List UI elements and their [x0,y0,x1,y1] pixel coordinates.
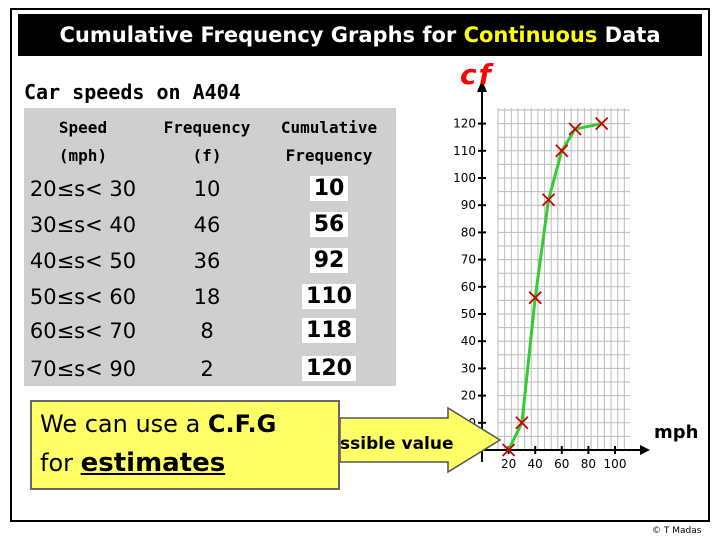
cell-speed: 20≤s< 30 [29,177,137,201]
cell-cumulative: 56 [270,208,388,242]
cell-speed: 70≤s< 90 [29,357,137,381]
arrow-shape [339,406,502,474]
x-tick-label: 40 [528,457,543,471]
data-point-marker [541,193,556,207]
y-tick-label: 120 [453,117,476,131]
cell-frequency: 2 [200,357,214,381]
y-axis-label: cf [460,58,493,91]
x-axis-arrowhead [640,445,650,455]
cell-frequency: 46 [193,213,221,237]
cf-markers [501,116,609,457]
callout-line1: We can use a C.F.G [40,410,276,438]
x-ticks: 20 40 60 80 100 [501,446,626,471]
cell-cumulative: 120 [270,352,388,386]
title-text-before: Cumulative Frequency Graphs for [59,23,464,47]
y-tick-label: 50 [461,307,476,321]
x-tick-label: 80 [581,457,596,471]
cell-frequency: 10 [193,177,221,201]
cell-frequency: 18 [193,285,221,309]
cell-cumulative-value: 118 [302,318,356,343]
slide-frame [10,8,710,522]
header-frequency: Frequency (f) [142,114,272,170]
header-speed-line1: Speed [58,118,108,137]
y-tick-label: 90 [461,198,476,212]
cell-cumulative-value: 120 [302,356,356,381]
cell-speed: 40≤s< 50 [29,249,137,273]
y-tick-label: 60 [461,280,476,294]
y-ticks: 102030405060708090100110120 [453,117,486,430]
chart-grid [497,108,630,451]
callout-cfg: C.F.G [207,410,277,438]
data-point-marker [528,291,542,305]
y-tick-label: 40 [461,334,476,348]
x-tick-label: 100 [604,457,627,471]
header-speed: Speed (mph) [24,114,142,170]
cell-frequency: 8 [200,319,214,343]
estimate-callout: We can use a C.F.G for estimates [30,400,340,490]
cell-cumulative: 92 [270,244,388,278]
x-axis-label: mph [654,422,699,443]
cell-cumulative-value: 56 [309,212,349,237]
callout-line2: for estimates [40,448,225,478]
data-point-marker [595,116,609,131]
y-tick-label: 20 [461,389,476,403]
callout-estimates: estimates [80,448,226,478]
y-tick-label: 110 [453,144,476,158]
y-tick-label: 30 [461,361,476,375]
arrow-text: ssible value [340,434,454,454]
header-cumulative: Cumulative Frequency [270,114,388,170]
frequency-table: Speed (mph) Frequency (f) Cumulative Fre… [24,108,396,386]
cell-frequency: 36 [193,249,221,273]
data-point-marker [501,443,516,457]
y-axis-arrowhead [477,80,487,92]
x-tick-label: 20 [501,457,516,471]
header-cumulative-line1: Cumulative [280,118,378,137]
callout-line2-text: for [40,449,81,477]
cell-cumulative: 118 [270,314,388,348]
data-point-marker [555,144,569,158]
cell-cumulative-value: 92 [309,248,349,273]
cell-cumulative-value: 10 [309,176,349,201]
cell-speed: 60≤s< 70 [29,319,137,343]
header-speed-line2: (mph) [58,146,108,165]
header-frequency-line2: (f) [192,146,222,165]
y-tick-label: 100 [453,171,476,185]
credit: © T Madas [652,526,702,536]
data-point-marker [568,122,582,136]
cell-speed: 50≤s< 60 [29,285,137,309]
y-tick-label: 80 [461,225,476,239]
cell-cumulative-value: 110 [302,284,356,309]
callout-line1-text: We can use a [40,410,208,438]
x-tick-label: 60 [554,457,569,471]
cell-speed: 30≤s< 40 [29,213,137,237]
title-highlight: Continuous [463,23,598,47]
title-text-after: Data [597,23,661,47]
cell-cumulative: 10 [270,172,388,206]
y-tick-label: 70 [461,253,476,267]
slide-title: Cumulative Frequency Graphs for Continuo… [18,14,702,56]
header-cumulative-line2: Frequency [285,146,373,165]
header-frequency-line1: Frequency [163,118,251,137]
subtitle: Car speeds on A404 [24,80,241,104]
cell-cumulative: 110 [270,280,388,314]
data-point-marker [515,416,529,430]
